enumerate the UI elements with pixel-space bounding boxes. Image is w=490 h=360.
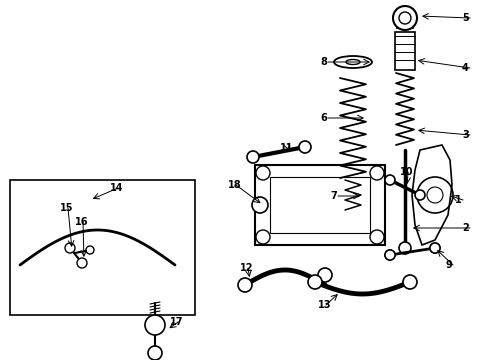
Circle shape: [370, 230, 384, 244]
Text: 13: 13: [318, 300, 332, 310]
Circle shape: [308, 275, 322, 289]
Circle shape: [300, 142, 310, 152]
Text: 7: 7: [330, 191, 337, 201]
Text: 10: 10: [400, 167, 414, 177]
Circle shape: [256, 166, 270, 180]
Text: 12: 12: [240, 263, 253, 273]
Text: 16: 16: [75, 217, 89, 227]
Bar: [255, 165, 385, 245]
Circle shape: [238, 278, 252, 292]
Text: 4: 4: [462, 63, 469, 73]
Circle shape: [430, 243, 440, 253]
Bar: [10, 180, 195, 315]
Circle shape: [430, 243, 440, 253]
Circle shape: [399, 242, 411, 254]
Text: 15: 15: [60, 203, 74, 213]
Text: 3: 3: [462, 130, 469, 140]
Circle shape: [65, 243, 75, 253]
Bar: [395, 32, 415, 70]
Circle shape: [385, 175, 395, 185]
Circle shape: [86, 246, 94, 254]
Text: 8: 8: [320, 57, 327, 67]
Circle shape: [256, 230, 270, 244]
Circle shape: [403, 275, 417, 289]
Text: 9: 9: [445, 260, 452, 270]
Circle shape: [370, 166, 384, 180]
Text: 14: 14: [110, 183, 123, 193]
Circle shape: [252, 197, 268, 213]
Text: 1: 1: [455, 195, 462, 205]
Circle shape: [393, 6, 417, 30]
Text: 6: 6: [320, 113, 327, 123]
Text: 5: 5: [462, 13, 469, 23]
Circle shape: [248, 152, 258, 162]
Circle shape: [148, 346, 162, 360]
Circle shape: [77, 258, 87, 268]
Circle shape: [385, 250, 395, 260]
Text: 2: 2: [462, 223, 469, 233]
Circle shape: [415, 190, 425, 200]
Circle shape: [318, 268, 332, 282]
Circle shape: [385, 250, 395, 260]
Text: 18: 18: [228, 180, 242, 190]
Circle shape: [247, 151, 259, 163]
Text: 11: 11: [280, 143, 294, 153]
Bar: [270, 177, 370, 233]
Circle shape: [145, 315, 165, 335]
Text: 17: 17: [170, 317, 183, 327]
Circle shape: [299, 141, 311, 153]
